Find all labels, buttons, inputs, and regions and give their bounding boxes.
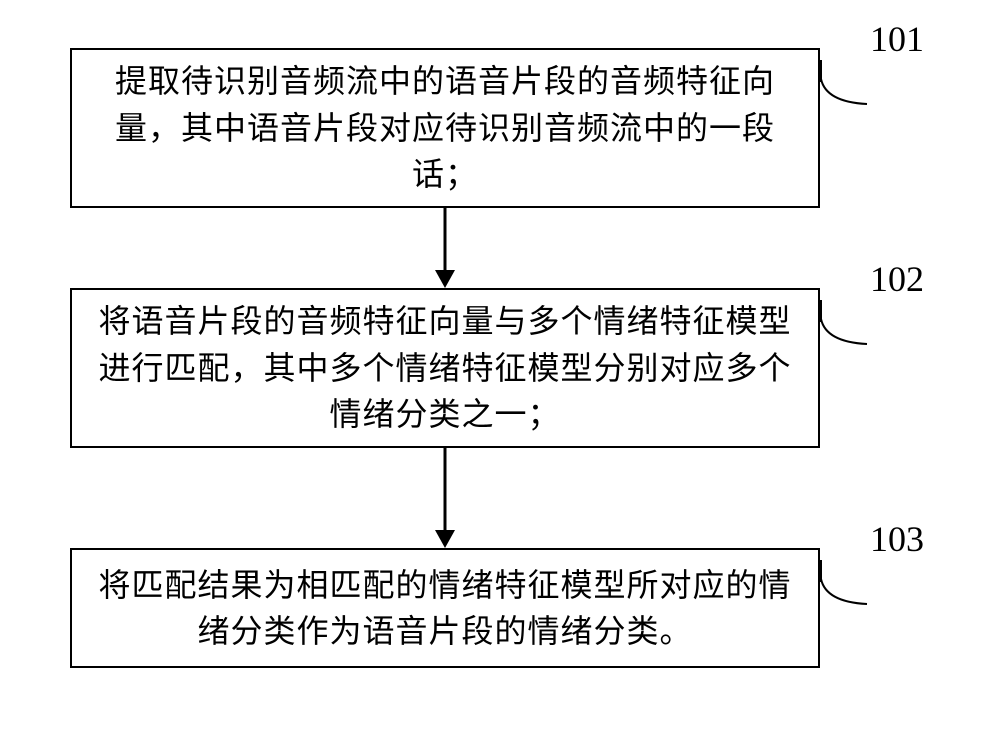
flow-step-2-label: 102 [870, 258, 924, 300]
connector-2-curve [820, 318, 868, 346]
flow-step-2-text: 将语音片段的音频特征向量与多个情绪特征模型进行匹配，其中多个情绪特征模型分别对应… [92, 298, 798, 437]
flow-step-2: 将语音片段的音频特征向量与多个情绪特征模型进行匹配，其中多个情绪特征模型分别对应… [70, 288, 820, 448]
flowchart-canvas: 提取待识别音频流中的语音片段的音频特征向量，其中语音片段对应待识别音频流中的一段… [0, 0, 1000, 739]
flow-step-1: 提取待识别音频流中的语音片段的音频特征向量，其中语音片段对应待识别音频流中的一段… [70, 48, 820, 208]
flow-step-3: 将匹配结果为相匹配的情绪特征模型所对应的情绪分类作为语音片段的情绪分类。 [70, 548, 820, 668]
flow-step-3-label: 103 [870, 518, 924, 560]
connector-3-curve [820, 578, 868, 606]
flow-step-3-text: 将匹配结果为相匹配的情绪特征模型所对应的情绪分类作为语音片段的情绪分类。 [92, 562, 798, 655]
flow-step-1-text: 提取待识别音频流中的语音片段的音频特征向量，其中语音片段对应待识别音频流中的一段… [92, 58, 798, 197]
flow-step-1-label: 101 [870, 18, 924, 60]
connector-1-curve [820, 78, 868, 106]
